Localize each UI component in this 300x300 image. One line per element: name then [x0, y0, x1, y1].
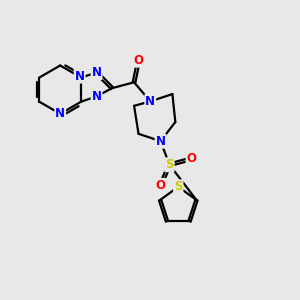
Text: S: S	[165, 158, 174, 171]
Text: S: S	[174, 180, 182, 193]
Text: O: O	[156, 179, 166, 192]
Text: N: N	[92, 90, 102, 103]
Text: N: N	[55, 107, 65, 120]
Text: O: O	[134, 54, 143, 67]
Text: N: N	[75, 70, 85, 83]
Text: O: O	[187, 152, 196, 165]
Text: N: N	[156, 135, 166, 148]
Text: N: N	[145, 95, 155, 108]
Text: N: N	[92, 66, 102, 79]
